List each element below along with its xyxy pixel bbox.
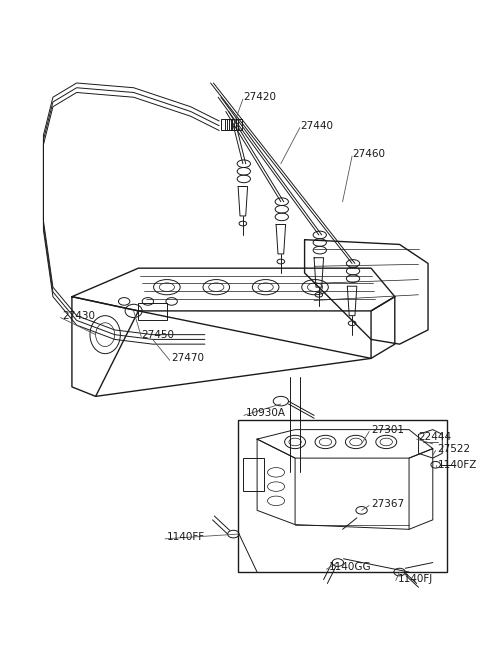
Bar xyxy=(243,458,264,491)
Text: 22444: 22444 xyxy=(419,432,452,442)
Text: 27440: 27440 xyxy=(300,121,333,131)
Text: 27301: 27301 xyxy=(371,424,404,435)
Text: 27450: 27450 xyxy=(141,330,174,340)
Bar xyxy=(221,119,227,131)
Text: 1140FZ: 1140FZ xyxy=(438,460,477,470)
Bar xyxy=(228,119,234,131)
Text: 27367: 27367 xyxy=(371,499,404,508)
Text: 27420: 27420 xyxy=(243,92,276,102)
Bar xyxy=(225,119,230,131)
Text: 1140FJ: 1140FJ xyxy=(397,574,433,584)
Bar xyxy=(138,303,167,320)
Text: 1140FF: 1140FF xyxy=(167,532,205,542)
Text: 10930A: 10930A xyxy=(246,409,286,419)
Text: 27460: 27460 xyxy=(352,149,385,159)
Text: 27470: 27470 xyxy=(172,354,204,363)
Bar xyxy=(238,420,447,572)
Text: 1140GG: 1140GG xyxy=(328,562,371,572)
Text: 27522: 27522 xyxy=(438,443,471,453)
Bar xyxy=(236,119,242,131)
Bar xyxy=(232,119,238,131)
Text: 27430: 27430 xyxy=(62,311,96,321)
